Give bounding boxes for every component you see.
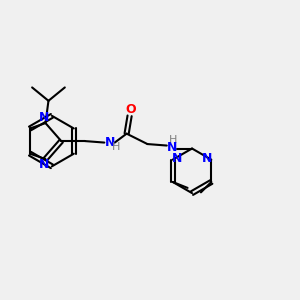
Text: O: O (125, 103, 136, 116)
Text: N: N (39, 158, 49, 171)
Text: N: N (39, 111, 49, 124)
Text: N: N (202, 152, 212, 165)
Text: N: N (172, 152, 182, 165)
Text: N: N (167, 140, 177, 154)
Text: N: N (104, 136, 115, 149)
Text: H: H (111, 142, 120, 152)
Text: H: H (169, 135, 177, 145)
